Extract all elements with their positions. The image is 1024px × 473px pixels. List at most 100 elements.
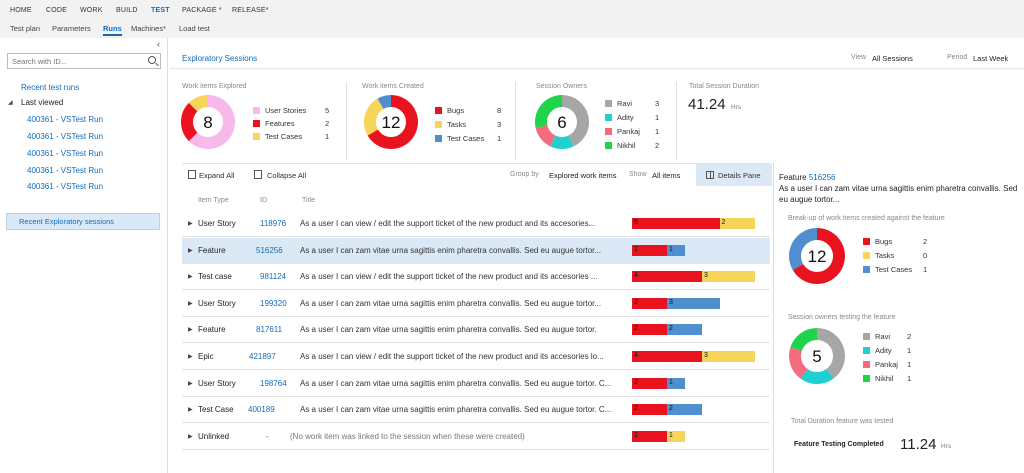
period-filter-dropdown[interactable]: Last Week	[973, 54, 1009, 63]
column-header-item-type[interactable]: Item Type	[198, 197, 229, 204]
show-dropdown[interactable]: All items	[652, 171, 681, 180]
bar-segment-count: 4	[634, 352, 638, 359]
table-row[interactable]: ▶ User Story 118976 As a user I can view / …	[182, 211, 770, 237]
table-row[interactable]: ▶ Unlinked - (No work item was linked to th…	[182, 424, 770, 450]
work-item-id-link[interactable]: 516256	[256, 245, 283, 255]
tile-title-explored: Work items Explored	[182, 83, 247, 90]
donut-total: 12	[808, 247, 827, 266]
sidebar: ‹ Recent test runs ◢ Last viewed 400361 …	[0, 38, 168, 473]
expand-row-icon[interactable]: ▶	[188, 274, 193, 281]
work-item-id-link[interactable]: 199320	[260, 298, 287, 308]
last-viewed-heading[interactable]: Last viewed	[21, 98, 64, 107]
tab-load-test[interactable]: Load test	[179, 24, 210, 33]
expand-row-icon[interactable]: ▶	[188, 221, 193, 227]
expand-triangle-icon[interactable]: ◢	[8, 100, 13, 106]
work-item-id-link[interactable]: 118976	[260, 219, 287, 228]
title-cell: As a user I can zam vitae urna sagittis …	[300, 325, 597, 335]
feature-owners-donut-chart: 5	[789, 328, 845, 384]
group-by-dropdown[interactable]: Explored work items	[549, 171, 617, 180]
expand-all-icon[interactable]	[188, 170, 196, 179]
column-header-id[interactable]: ID	[260, 197, 267, 204]
created-donut-chart: 12	[364, 95, 418, 149]
sidebar-run-link[interactable]: 400361 - VSTest Run	[27, 149, 104, 158]
nav-code[interactable]: CODE	[46, 7, 68, 14]
nav-test[interactable]: TEST	[151, 7, 170, 14]
nav-work[interactable]: WORK	[80, 7, 103, 14]
item-type-cell: User Story	[198, 219, 236, 228]
explored-donut-chart: 8	[181, 95, 235, 149]
nav-home[interactable]: HOME	[10, 7, 32, 14]
show-label: Show	[629, 171, 647, 178]
details-pane-button[interactable]: Details Pane	[696, 164, 772, 186]
expand-row-icon[interactable]: ▶	[188, 380, 193, 387]
expand-row-icon[interactable]: ▶	[188, 247, 193, 254]
owners-donut-chart: 6	[535, 95, 589, 149]
legend-count: 1	[325, 132, 330, 141]
legend-count: 2	[325, 119, 330, 128]
work-item-id-link[interactable]: 400189	[248, 405, 275, 415]
bar-segment-tasks: 3	[702, 271, 755, 283]
donut-segment-nikhil	[535, 95, 563, 129]
bar-segment-count: 2	[634, 298, 638, 306]
table-row[interactable]: ▶ Test Case 400189 As a user I can zam vita…	[182, 397, 770, 424]
legend-count: 1	[655, 127, 660, 136]
collapse-all-button[interactable]: Collapse All	[267, 171, 307, 180]
expand-all-button[interactable]: Expand All	[199, 171, 235, 180]
tab-runs[interactable]: Runs	[103, 24, 122, 36]
work-item-id-link[interactable]: 817611	[256, 325, 283, 335]
nav-release[interactable]: RELEASE*	[232, 7, 269, 14]
tab-test-plan[interactable]: Test plan	[10, 24, 41, 33]
details-heading-id-link[interactable]: 516256	[808, 173, 836, 182]
collapse-all-icon[interactable]	[254, 170, 262, 179]
sidebar-run-link[interactable]: 400361 - VSTest Run	[27, 182, 104, 191]
bar-segment-tasks: 3	[702, 351, 755, 362]
legend-label: Ravi	[875, 332, 891, 341]
table-row[interactable]: ▶ Epic 421897 As a user I can view / edit t…	[182, 344, 770, 370]
sidebar-run-link[interactable]: 400361 - VSTest Run	[27, 132, 104, 141]
donut-segment-ravi	[561, 95, 589, 147]
bar-segment-count: 3	[704, 272, 708, 280]
bar-segment-count: 2	[634, 405, 638, 413]
bar-segment-testcases: 2	[667, 404, 702, 416]
sidebar-item-recent-exploratory-sessions[interactable]: Recent Exploratory sessions	[6, 213, 160, 230]
title-cell: As a user I can zam vitae urna sagittis …	[300, 245, 602, 255]
collapse-sidebar-icon[interactable]: ‹	[157, 39, 160, 49]
expand-row-icon[interactable]: ▶	[188, 327, 193, 334]
nav-build[interactable]: BUILD	[116, 7, 138, 14]
table-row[interactable]: ▶ Test case 981124 As a user I can view / e…	[182, 264, 770, 291]
table-row[interactable]: ▶ User Story 199320 As a user I can zam vit…	[182, 291, 770, 317]
work-item-id-link[interactable]: 421897	[249, 352, 276, 361]
total-session-duration-value: 41.24	[688, 96, 726, 113]
legend-count: 3	[497, 120, 502, 129]
bar-segment-count: 1	[669, 431, 673, 439]
search-input[interactable]	[8, 54, 144, 68]
recent-test-runs-link[interactable]: Recent test runs	[21, 83, 80, 92]
sidebar-run-link[interactable]: 400361 - VSTest Run	[27, 166, 104, 175]
work-item-id-link[interactable]: 198764	[260, 378, 287, 388]
tab-parameters[interactable]: Parameters	[52, 24, 91, 33]
bar-segment-count: 2	[634, 325, 638, 333]
bar-segment-count: 1	[669, 378, 673, 386]
tile-title-duration: Total Session Duration	[689, 83, 760, 90]
table-row[interactable]: ▶ User Story 198764 As a user I can zam vit…	[182, 371, 770, 397]
bar-segment-count: 1	[669, 245, 673, 253]
duration-unit: Hrs	[731, 104, 742, 111]
expand-row-icon[interactable]: ▶	[188, 433, 193, 440]
expand-row-icon[interactable]: ▶	[188, 354, 193, 360]
tab-machines[interactable]: Machines*	[131, 24, 167, 33]
legend-label: Test Cases	[265, 132, 303, 141]
expand-row-icon[interactable]: ▶	[188, 407, 193, 414]
search-icon[interactable]	[148, 56, 156, 64]
expand-row-icon[interactable]: ▶	[188, 300, 193, 307]
nav-package[interactable]: PACKAGE *	[182, 7, 222, 14]
bar-segment-count: 3	[704, 352, 708, 359]
bar-segment-count: 2	[634, 431, 638, 439]
table-row[interactable]: ▶ Feature 817611 As a user I can zam vitae …	[182, 317, 770, 344]
view-filter-dropdown[interactable]: All Sessions	[872, 54, 913, 63]
sidebar-run-link[interactable]: 400361 - VSTest Run	[27, 115, 104, 124]
table-row[interactable]: ▶ Feature 516256 As a user I can zam vitae …	[182, 237, 770, 264]
legend-label: Test Cases	[447, 134, 485, 143]
title-cell: As a user I can zam vitae urna sagittis …	[300, 298, 602, 308]
work-item-id-link[interactable]: 981124	[260, 272, 287, 282]
column-header-title[interactable]: Title	[302, 197, 315, 204]
